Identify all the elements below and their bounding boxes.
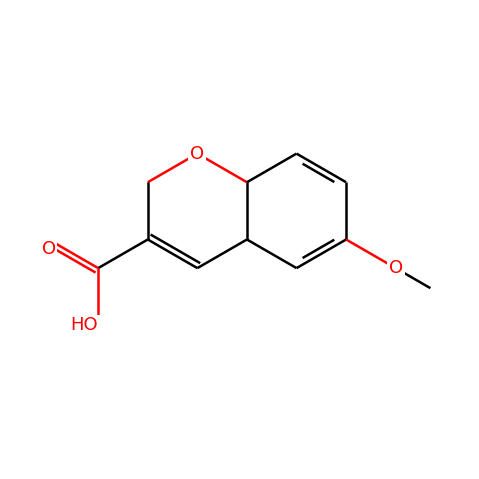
Text: O: O: [388, 259, 403, 277]
Text: HO: HO: [70, 317, 98, 334]
Text: O: O: [42, 240, 56, 258]
Text: O: O: [190, 145, 205, 162]
